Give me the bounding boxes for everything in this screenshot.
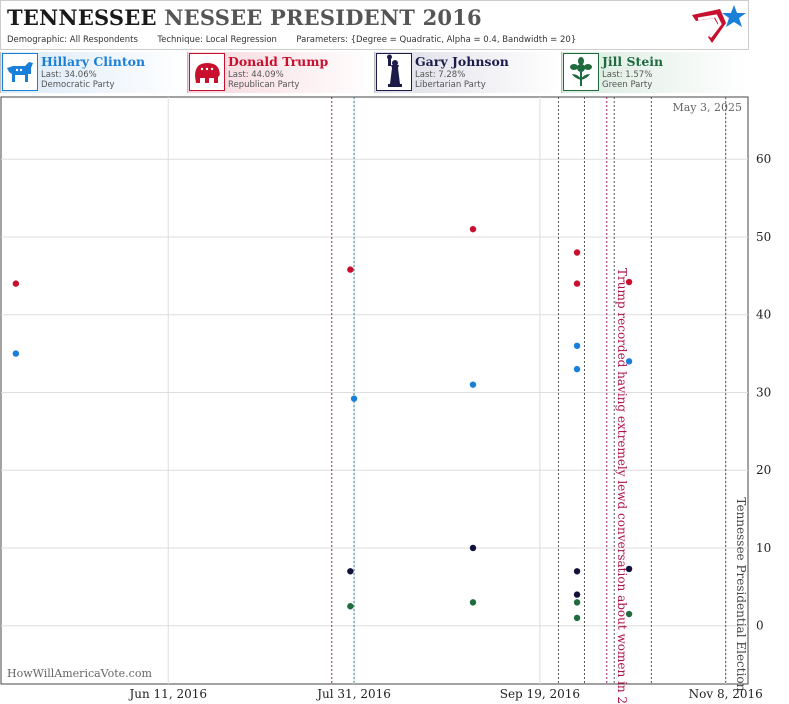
candidate-legend: Hillary Clinton Last: 34.06% Democratic … bbox=[0, 52, 749, 94]
parameters-value: {Degree = Quadratic, Alpha = 0.4, Bandwi… bbox=[350, 35, 577, 45]
candidate-party: Libertarian Party bbox=[415, 80, 486, 90]
candidate-name: Gary Johnson bbox=[415, 54, 509, 69]
parameters-label: Parameters: bbox=[296, 35, 348, 45]
candidate-party: Green Party bbox=[602, 80, 653, 90]
candidate-last-value: Last: 34.06% bbox=[41, 70, 97, 80]
legend-item-stein[interactable]: Jill Stein Last: 1.57% Green Party bbox=[561, 52, 747, 93]
data-point bbox=[469, 381, 477, 388]
candidate-name: Hillary Clinton bbox=[41, 54, 146, 69]
plot-frame bbox=[0, 96, 749, 685]
chart-svg: 0 10 20 30 40 50 60 Jun 11, 2016 Jul 31, 2016 Sep… bbox=[0, 96, 771, 704]
title-rest: NESSEE PRESIDENT 2016 bbox=[164, 5, 482, 30]
data-point bbox=[573, 249, 581, 256]
y-tick-label: 50 bbox=[756, 230, 771, 244]
y-tick-label: 40 bbox=[756, 308, 771, 322]
candidate-last-value: Last: 1.57% bbox=[602, 70, 653, 80]
y-tick-label: 30 bbox=[756, 385, 771, 399]
event-annotation: Tennessee Presidential Election bbox=[734, 497, 748, 691]
data-point bbox=[573, 568, 581, 575]
event-annotation: Trump recorded having extremely lewd con… bbox=[615, 268, 629, 704]
data-point bbox=[573, 280, 581, 287]
x-tick-label: Nov 8, 2016 bbox=[689, 687, 763, 701]
x-tick-label: Jul 31, 2016 bbox=[315, 687, 391, 701]
technique-label: Technique: bbox=[157, 35, 204, 45]
data-point bbox=[625, 610, 633, 618]
y-tick-label: 60 bbox=[756, 152, 771, 166]
candidate-last-value: Last: 44.09% bbox=[228, 70, 284, 80]
parameter-line: Demographic: All Respondents Technique: … bbox=[7, 35, 576, 45]
data-point bbox=[625, 278, 633, 286]
scatter-chart: 0 10 20 30 40 50 60 Jun 11, 2016 Jul 31, 2016 Sep… bbox=[0, 96, 789, 704]
technique-value: Local Regression bbox=[205, 35, 277, 45]
watermark: HowWillAmericaVote.com bbox=[7, 667, 152, 680]
demographic-label: Demographic: bbox=[7, 35, 68, 45]
data-point bbox=[573, 614, 581, 622]
star-flag-logo-icon bbox=[692, 5, 746, 43]
statue-of-liberty-icon bbox=[376, 53, 412, 91]
legend-item-johnson[interactable]: Gary Johnson Last: 7.28% Libertarian Par… bbox=[374, 52, 560, 93]
data-point bbox=[573, 591, 581, 598]
data-point bbox=[469, 225, 477, 233]
flower-icon bbox=[563, 53, 599, 91]
data-point bbox=[347, 568, 354, 575]
candidate-party: Democratic Party bbox=[41, 80, 115, 90]
date-label: May 3, 2025 bbox=[672, 101, 742, 114]
data-point bbox=[573, 342, 581, 349]
data-point bbox=[469, 599, 477, 606]
y-tick-label: 0 bbox=[756, 619, 764, 633]
data-point bbox=[347, 603, 354, 610]
page-title: TENNESSEE NESSEE PRESIDENT 2016 bbox=[7, 5, 482, 30]
candidate-name: Donald Trump bbox=[228, 54, 329, 69]
legend-item-clinton[interactable]: Hillary Clinton Last: 34.06% Democratic … bbox=[0, 52, 186, 93]
demographic-value: All Respondents bbox=[69, 35, 138, 45]
data-point bbox=[625, 565, 633, 573]
candidate-party: Republican Party bbox=[228, 80, 300, 90]
data-point bbox=[350, 395, 358, 402]
candidate-last-value: Last: 7.28% bbox=[415, 70, 466, 80]
y-tick-label: 10 bbox=[756, 541, 771, 555]
data-point bbox=[12, 350, 20, 357]
data-point bbox=[573, 599, 581, 606]
data-point bbox=[625, 358, 633, 365]
legend-item-trump[interactable]: Donald Trump Last: 44.09% Republican Par… bbox=[187, 52, 373, 93]
data-point bbox=[12, 280, 20, 287]
candidate-name: Jill Stein bbox=[602, 54, 664, 69]
data-point bbox=[469, 544, 477, 552]
chart-header: TENNESSEE NESSEE PRESIDENT 2016 Demograp… bbox=[0, 0, 749, 50]
data-point bbox=[573, 365, 581, 373]
x-tick-label: Jun 11, 2016 bbox=[127, 687, 207, 701]
elephant-icon bbox=[189, 53, 225, 91]
y-tick-label: 20 bbox=[756, 463, 771, 477]
donkey-icon bbox=[2, 53, 38, 91]
x-tick-label: Sep 19, 2016 bbox=[500, 687, 580, 701]
title-state: TENNESSEE bbox=[7, 5, 157, 30]
data-point bbox=[347, 266, 354, 273]
